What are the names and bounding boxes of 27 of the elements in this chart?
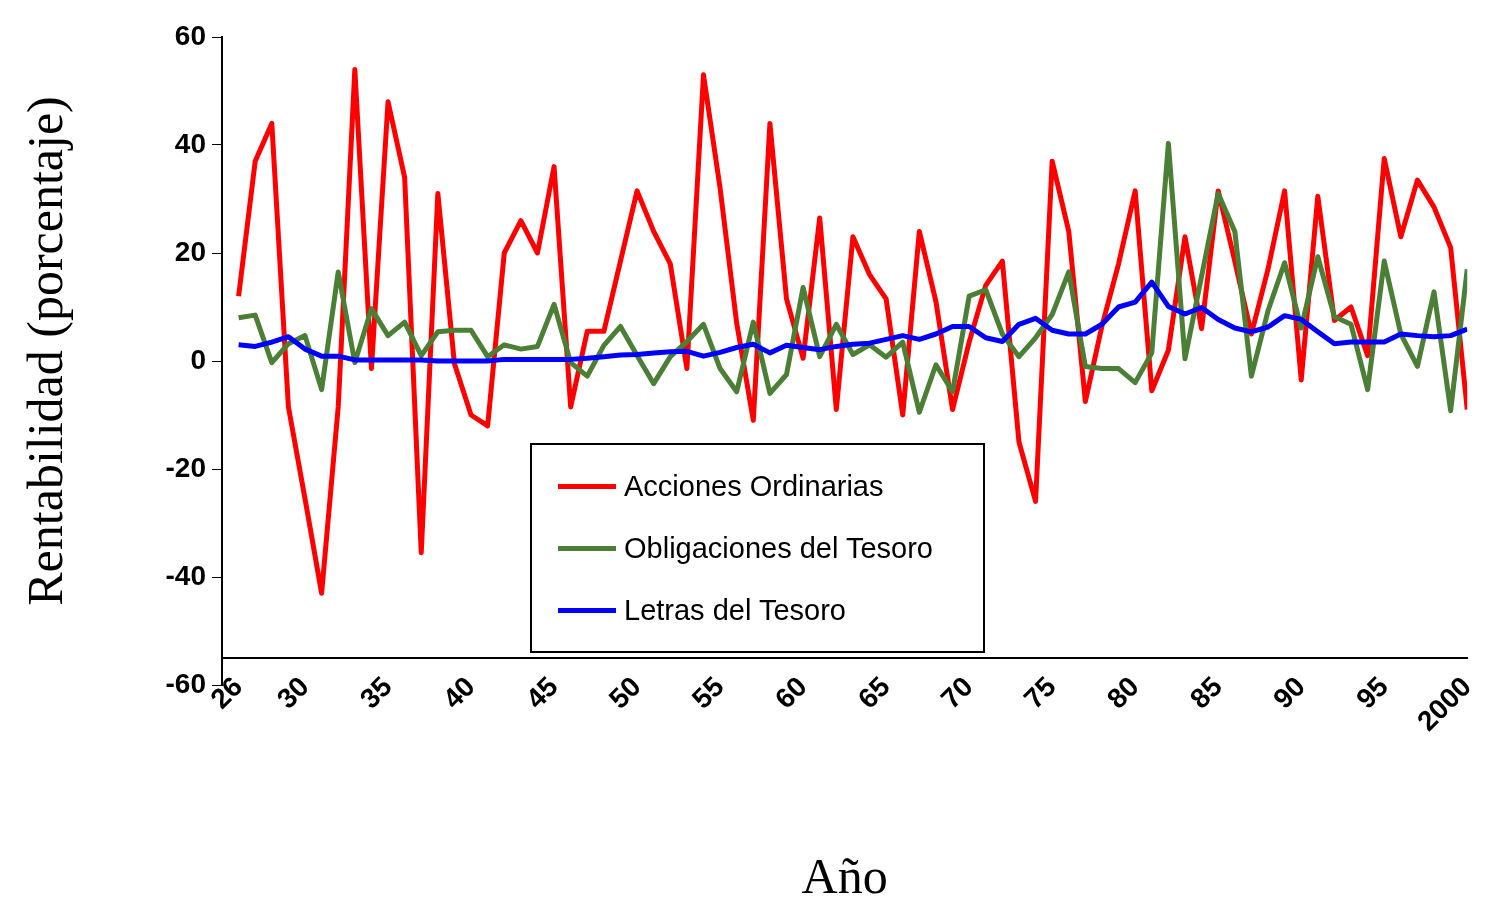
x-tick-label: 45 [519,670,564,715]
x-axis-title: Año [801,848,888,899]
x-tick-label: 55 [685,670,730,715]
x-tick-label: 60 [768,670,813,715]
y-tick-label: -20 [165,451,206,483]
x-tick-label: 40 [436,670,481,715]
legend-label: Obligaciones del Tesoro [624,531,933,565]
x-tick-label: 75 [1017,670,1062,715]
x-tick-label: 26 [204,670,249,715]
legend-label: Acciones Ordinarias [624,469,884,503]
y-axis-title: Rentabilidad (porcentaje) [17,96,73,606]
y-tick-label: 60 [174,19,206,51]
x-tick-label: 80 [1100,670,1145,715]
x-tick-label: 50 [602,670,647,715]
x-tick-label: 30 [270,670,315,715]
x-tick-label: 70 [934,670,979,715]
y-tick-label: -40 [165,559,206,591]
x-tick-label: 90 [1266,670,1311,715]
x-tick-label: 95 [1349,670,1394,715]
legend-label: Letras del Tesoro [624,593,846,627]
y-tick-label: -60 [165,667,206,699]
x-tick-label: 85 [1183,670,1228,715]
y-tick-label: 0 [190,343,206,375]
x-tick-label: 35 [353,670,398,715]
x-tick-label: 65 [851,670,896,715]
y-tick-label: 40 [174,127,206,159]
y-tick-label: 20 [174,235,206,267]
